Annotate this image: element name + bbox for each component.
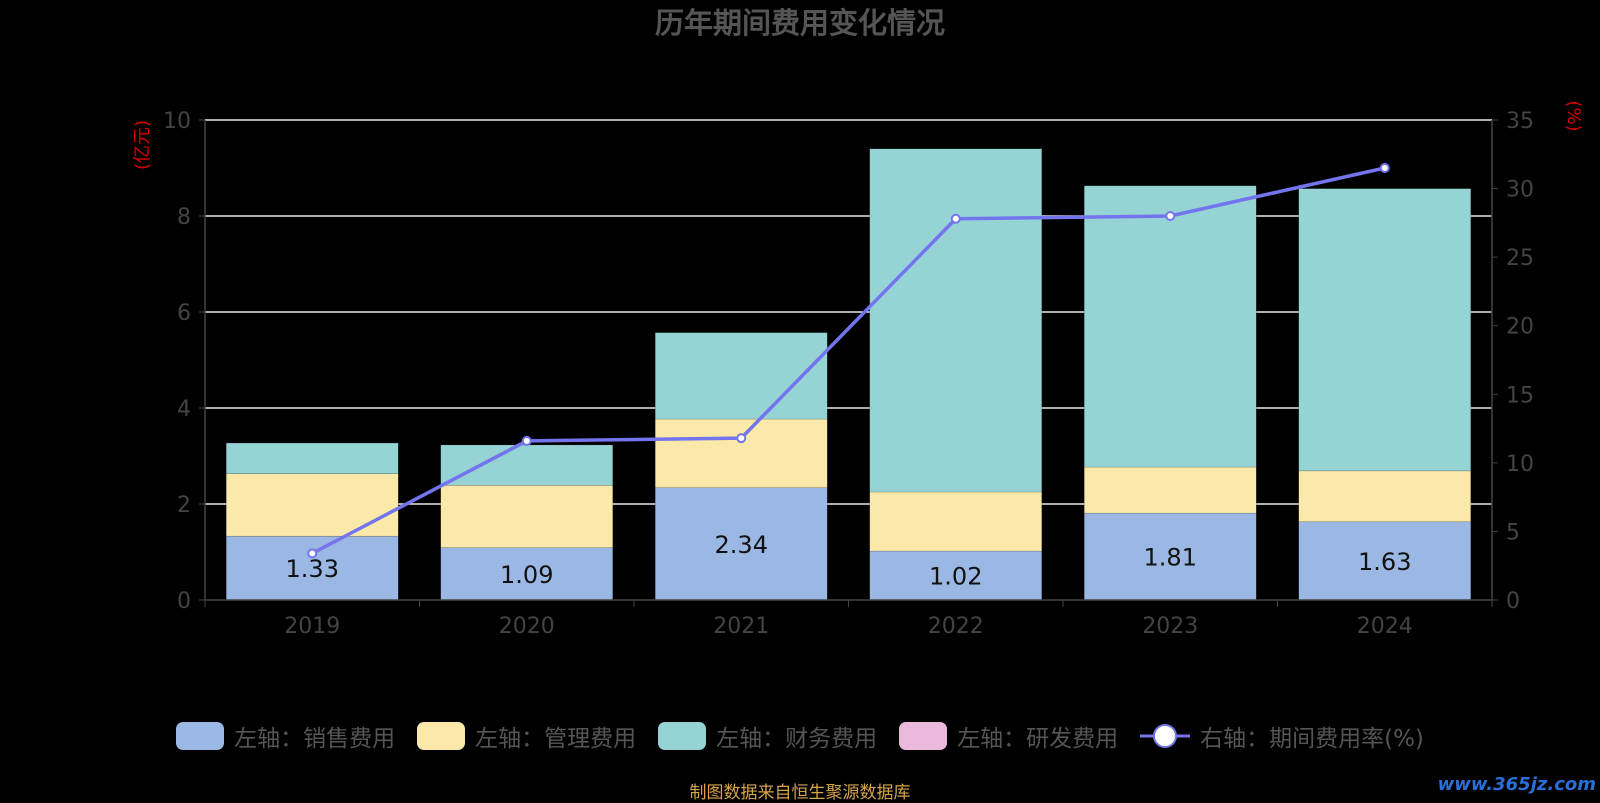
legend-item-admin[interactable]: 左轴：管理费用 <box>417 719 636 753</box>
bar-segment <box>655 418 828 488</box>
data-label: 1.02 <box>929 563 982 591</box>
data-label: 1.09 <box>500 561 553 589</box>
data-label: 1.33 <box>286 555 339 583</box>
x-tick-label: 2022 <box>928 614 984 639</box>
bar-segment <box>869 148 1042 493</box>
x-tick-label: 2020 <box>499 614 555 639</box>
rate-line <box>311 166 1386 555</box>
axis-layer: 0 2 4 6 8 10 0 5 10 15 20 25 30 35 2019 2020 2021 2022 202… <box>163 109 1534 639</box>
legend-label-rnd: 左轴：研发费用 <box>957 726 1119 752</box>
x-tick-label: 2021 <box>713 614 769 639</box>
right-axis-unit: (%) <box>1563 100 1584 131</box>
right-tick-label: 20 <box>1506 315 1534 340</box>
bar-segment <box>869 550 1042 601</box>
bar-layer <box>226 148 1471 601</box>
bar-segment <box>1298 188 1471 472</box>
x-tick-label: 2023 <box>1142 614 1198 639</box>
bar-segment <box>1298 521 1471 601</box>
legend: 左轴：销售费用 左轴：管理费用 左轴：财务费用 左轴：研发费用 右轴：期间费用率… <box>0 718 1600 754</box>
legend-swatch-rnd <box>899 722 948 750</box>
rate-point <box>736 433 747 444</box>
legend-swatch-sales <box>176 722 225 750</box>
bar-segment <box>440 444 613 486</box>
legend-label-rate: 右轴：期间费用率(%) <box>1200 726 1424 752</box>
left-tick-label: 4 <box>177 397 191 422</box>
right-tick-label: 25 <box>1506 246 1534 271</box>
right-tick-label: 5 <box>1506 520 1520 545</box>
bar-segment <box>1084 512 1257 601</box>
right-tick-label: 0 <box>1506 589 1520 614</box>
rate-point <box>1165 211 1176 221</box>
left-tick-label: 2 <box>177 493 191 518</box>
bar-segment <box>1084 466 1257 514</box>
left-tick-label: 0 <box>177 589 191 614</box>
left-tick-label: 8 <box>177 205 191 230</box>
bar-segment <box>655 487 828 601</box>
bar-segment <box>869 491 1042 552</box>
legend-label-finance: 左轴：财务费用 <box>716 726 878 752</box>
bar-segment <box>1298 470 1471 523</box>
bar-segment <box>655 332 828 420</box>
rate-point <box>950 213 961 224</box>
legend-swatch-admin <box>417 722 466 750</box>
grid-layer <box>205 119 1492 505</box>
right-tick-label: 30 <box>1506 178 1534 203</box>
right-tick-label: 15 <box>1506 383 1534 408</box>
bar-segment <box>440 485 613 548</box>
legend-item-sales[interactable]: 左轴：销售费用 <box>176 719 395 753</box>
legend-label-admin: 左轴：管理费用 <box>475 726 637 752</box>
data-label: 1.81 <box>1144 544 1197 572</box>
chart-title: 历年期间费用变化情况 <box>655 6 945 40</box>
bar-segment <box>226 473 399 537</box>
data-label: 2.34 <box>715 531 768 559</box>
data-label: 1.63 <box>1358 548 1411 576</box>
label-layer: 1.33 1.09 2.34 1.02 1.81 1.63 <box>286 531 1412 591</box>
line-layer <box>307 163 1390 559</box>
rate-point <box>1379 163 1390 173</box>
bar-segment <box>226 535 399 601</box>
source-note: 制图数据来自恒生聚源数据库 <box>689 783 911 803</box>
bar-segment <box>1084 185 1257 468</box>
x-tick-label: 2024 <box>1357 614 1413 639</box>
legend-item-rnd[interactable]: 左轴：研发费用 <box>899 719 1118 753</box>
legend-item-rate[interactable]: 右轴：期间费用率(%) <box>1140 719 1424 753</box>
bar-segment <box>226 442 399 475</box>
legend-swatch-rate <box>1140 724 1191 748</box>
left-tick-label: 10 <box>163 109 191 134</box>
x-tick-label: 2019 <box>284 614 340 639</box>
left-tick-label: 6 <box>177 301 191 326</box>
legend-label-sales: 左轴：销售费用 <box>234 726 396 752</box>
legend-swatch-finance <box>658 722 707 750</box>
left-axis-unit: (亿元) <box>132 120 153 170</box>
rate-point <box>307 548 318 559</box>
right-tick-label: 35 <box>1506 109 1534 134</box>
right-tick-label: 10 <box>1506 452 1534 477</box>
rate-point <box>521 435 532 446</box>
watermark: www.365jz.com <box>1437 774 1596 795</box>
legend-item-finance[interactable]: 左轴：财务费用 <box>658 719 877 753</box>
